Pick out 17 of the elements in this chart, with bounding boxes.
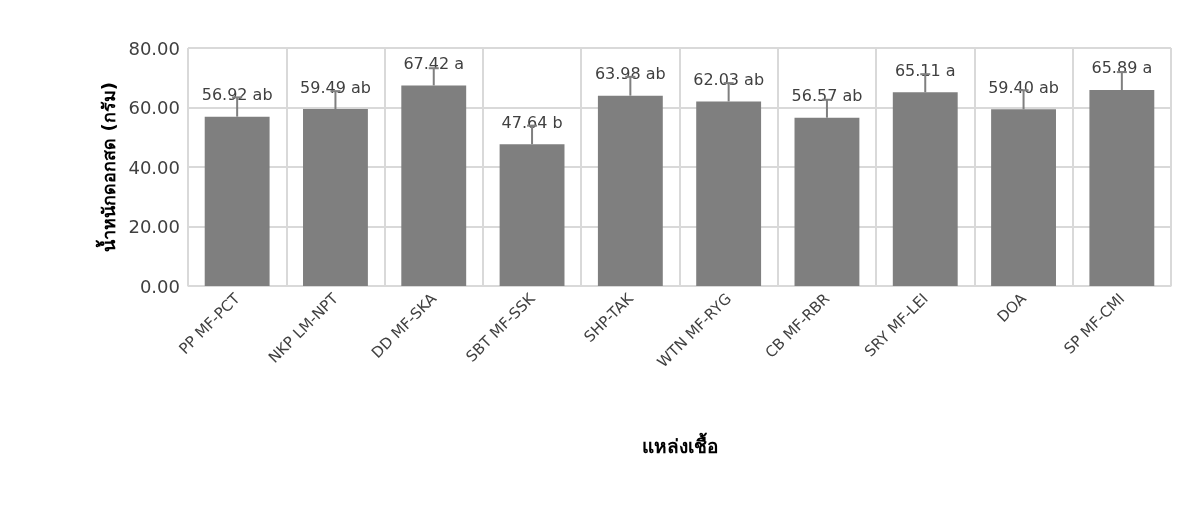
data-label: 47.64 b bbox=[501, 112, 563, 132]
data-label: 59.49 ab bbox=[300, 77, 371, 97]
y-tick-label: 80.00 bbox=[128, 37, 180, 59]
data-label: 56.57 ab bbox=[791, 86, 863, 106]
y-tick-label: 20.00 bbox=[128, 216, 180, 237]
data-label: 63.98 ab bbox=[594, 64, 666, 84]
data-label: 59.40 ab bbox=[988, 77, 1059, 97]
y-axis-title: น้ำหนักดอกสด (กรัม) bbox=[95, 82, 120, 252]
y-tick-label: 60.00 bbox=[128, 97, 180, 118]
data-label: 65.89 a bbox=[1091, 58, 1153, 78]
data-label: 56.92 ab bbox=[201, 85, 273, 105]
y-tick-label: 0.00 bbox=[139, 275, 180, 297]
data-label: 62.03 ab bbox=[693, 69, 765, 89]
x-axis-title: แหล่งเชื้อ bbox=[641, 431, 718, 457]
data-label: 67.42 a bbox=[403, 53, 465, 73]
y-tick-label: 40.00 bbox=[128, 156, 180, 178]
data-label: 65.11 a bbox=[894, 60, 956, 80]
